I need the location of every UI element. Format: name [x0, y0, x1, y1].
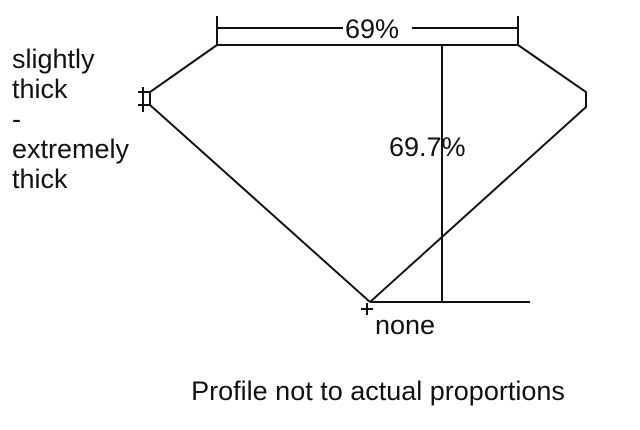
table-percentage: 69%: [345, 14, 400, 44]
culet-label: none: [375, 310, 436, 340]
girdle-line: thick: [12, 74, 68, 104]
girdle-line: slightly: [12, 44, 95, 74]
girdle-line: -: [12, 104, 21, 134]
caption: Profile not to actual proportions: [191, 376, 565, 406]
total-depth: 69.7%: [389, 132, 466, 162]
girdle-line: thick: [12, 164, 68, 194]
girdle-line: extremely: [12, 134, 130, 164]
crown-left: [149, 44, 371, 303]
girdle-thickness-label: slightly thick - extremely thick: [12, 44, 129, 194]
crown-right: [369, 44, 587, 303]
